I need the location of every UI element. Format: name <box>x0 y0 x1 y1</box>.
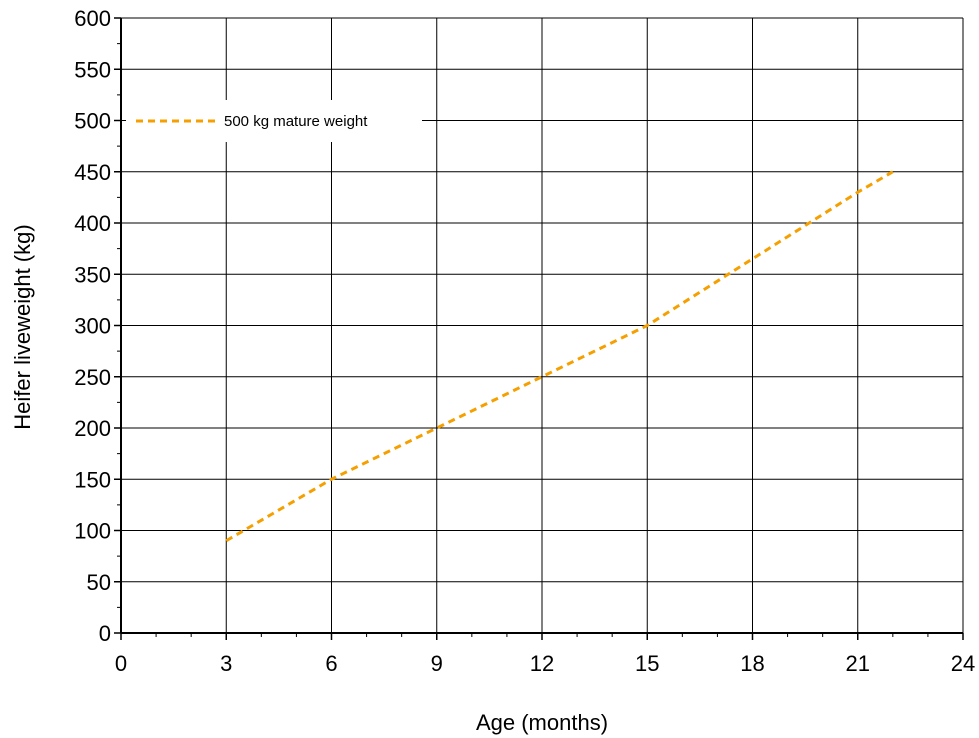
y-tick-label: 350 <box>74 262 111 287</box>
y-tick-label: 0 <box>99 621 111 646</box>
y-tick-label: 400 <box>74 211 111 236</box>
y-tick-label: 100 <box>74 519 111 544</box>
x-tick-label: 21 <box>846 651 870 676</box>
x-tick-label: 18 <box>740 651 764 676</box>
y-tick-label: 300 <box>74 314 111 339</box>
y-axis-title: Heifer liveweight (kg) <box>10 224 35 429</box>
x-tick-label: 12 <box>530 651 554 676</box>
y-tick-label: 250 <box>74 365 111 390</box>
x-tick-label: 15 <box>635 651 659 676</box>
x-axis-title: Age (months) <box>476 710 608 735</box>
x-tick-label: 3 <box>220 651 232 676</box>
y-tick-label: 550 <box>74 57 111 82</box>
y-tick-label: 450 <box>74 160 111 185</box>
x-tick-label: 0 <box>115 651 127 676</box>
y-tick-label: 50 <box>87 570 111 595</box>
y-tick-label: 600 <box>74 6 111 31</box>
grid <box>121 17 964 633</box>
axes <box>114 17 964 640</box>
legend-label: 500 kg mature weight <box>224 113 368 130</box>
series <box>225 170 894 543</box>
legend: 500 kg mature weight <box>126 100 422 142</box>
y-tick-label: 200 <box>74 416 111 441</box>
x-tick-label: 6 <box>325 651 337 676</box>
tick-labels: 0 50 100 150 200 250 300 350 400 450 500 550 600 0 3 6 9… <box>74 6 975 676</box>
x-tick-label: 9 <box>431 651 443 676</box>
x-tick-label: 24 <box>951 651 975 676</box>
y-tick-label: 150 <box>74 467 111 492</box>
y-tick-label: 500 <box>74 109 111 134</box>
series-line <box>225 170 894 543</box>
